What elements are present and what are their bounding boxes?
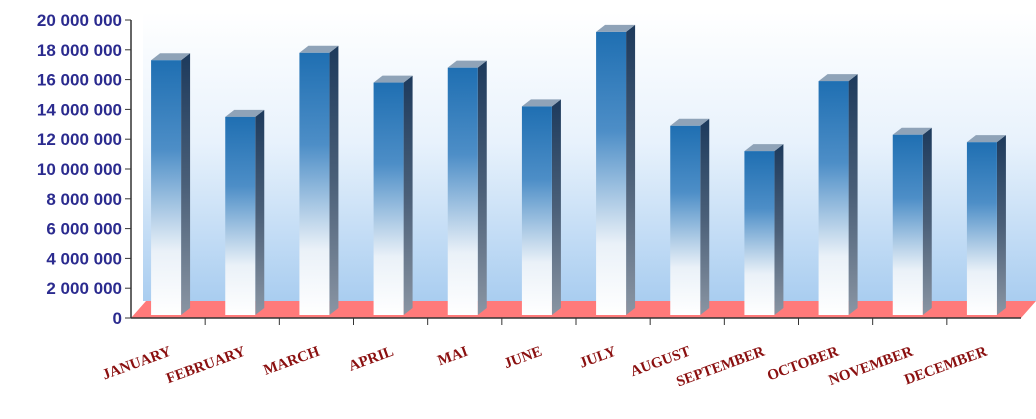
bar-front [744,151,775,315]
y-tick-label: 20 000 000 [37,11,122,30]
bar-front [818,81,849,315]
bar-top [744,144,784,152]
bar-front [670,125,701,315]
bar-september [744,144,784,315]
bar-august [670,118,710,315]
bar-top [966,135,1006,143]
bar-front [892,134,923,315]
bar-side [329,45,339,315]
bar-top [670,118,710,126]
x-tick-label: DECEMBER [902,344,989,389]
bar-top [892,127,932,135]
bar-october [818,74,858,315]
bar-top [299,45,339,53]
bar-side [403,75,413,315]
bar-front [373,82,404,315]
bar-july [596,24,636,315]
bar-top [225,109,265,117]
floor [131,301,1036,318]
back-wall [143,12,1036,301]
y-tick-label: 8 000 000 [46,190,122,209]
x-tick-label: JUNE [502,344,544,372]
bar-top [818,74,858,82]
bar-front [966,142,997,315]
bar-side [996,135,1006,315]
bar-top [447,60,487,68]
y-tick-label: 10 000 000 [37,160,122,179]
x-tick-label: FEBRUARY [164,344,247,387]
bar-front [596,31,627,315]
bar-side [181,53,191,315]
bar-mai [447,60,487,316]
bar-november [892,127,932,315]
bar-side [551,99,561,315]
bar-top [521,99,561,107]
x-tick-label: MAI [436,344,471,370]
bar-february [225,109,265,315]
bar-side [626,24,636,315]
y-tick-label: 4 000 000 [46,249,122,268]
y-tick-label: 16 000 000 [37,71,122,90]
bar-march [299,45,339,315]
x-tick-label: NOVEMBER [827,344,916,389]
y-tick-label: 2 000 000 [46,279,122,298]
y-tick-label: 0 [113,309,122,328]
x-tick-label: APRIL [347,344,396,375]
x-tick-label: JANUARY [100,344,173,384]
x-tick-label: MARCH [262,344,323,379]
bar-april [373,75,413,315]
y-tick-label: 6 000 000 [46,220,122,239]
bar-side [255,109,265,315]
bar-top [373,75,413,83]
bar-side [477,60,487,316]
y-tick-label: 18 000 000 [37,41,122,60]
bar-front [299,52,330,315]
bar-front [151,60,182,316]
bar-top [596,24,636,32]
bar-side [922,127,932,315]
bar-side [700,118,710,315]
bar-june [521,99,561,315]
bar-front [521,106,552,315]
bar-side [848,74,858,315]
bar-side [774,144,784,315]
bar-top [151,53,191,61]
bar-front [225,116,256,315]
bar-front [447,67,478,316]
bar-december [966,135,1006,315]
y-tick-label: 12 000 000 [37,130,122,149]
x-tick-label: JULY [577,344,618,372]
y-tick-label: 14 000 000 [37,100,122,119]
bar-january [151,53,191,316]
